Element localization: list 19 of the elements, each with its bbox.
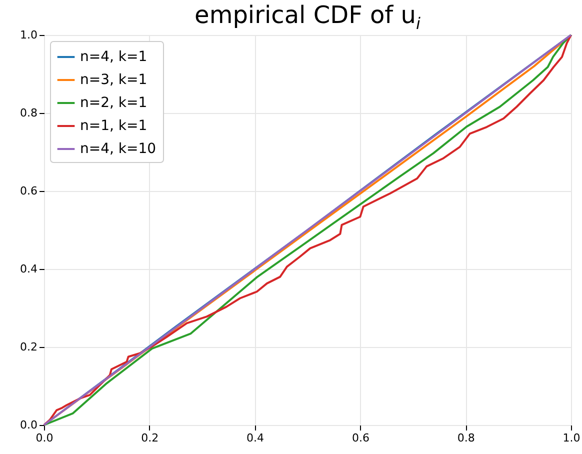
- y-tick-label: 0.8: [20, 106, 38, 120]
- y-tick-label: 0.0: [20, 418, 38, 432]
- legend-label: n=3, k=1: [80, 72, 148, 88]
- legend-label: n=1, k=1: [80, 118, 148, 134]
- legend-label: n=4, k=10: [80, 141, 156, 157]
- legend-label: n=4, k=1: [80, 49, 148, 65]
- x-tick-label: 0.8: [457, 432, 475, 444]
- x-tick-label: 0.6: [352, 432, 370, 444]
- y-tick-label: 0.4: [20, 262, 38, 276]
- y-tick-label: 0.2: [20, 340, 38, 354]
- chart-title: empirical CDF of u$_{i}$: [194, 0, 422, 35]
- y-tick-label: 0.6: [20, 184, 38, 198]
- y-tick-label: 1.0: [20, 28, 38, 42]
- x-tick-label: 1.0: [562, 432, 580, 444]
- x-tick-label: 0.4: [246, 432, 264, 444]
- x-tick-label: 0.2: [141, 432, 159, 444]
- x-tick-label: 0.0: [36, 432, 54, 444]
- legend-label: n=2, k=1: [80, 95, 148, 111]
- line-series: [43, 34, 572, 426]
